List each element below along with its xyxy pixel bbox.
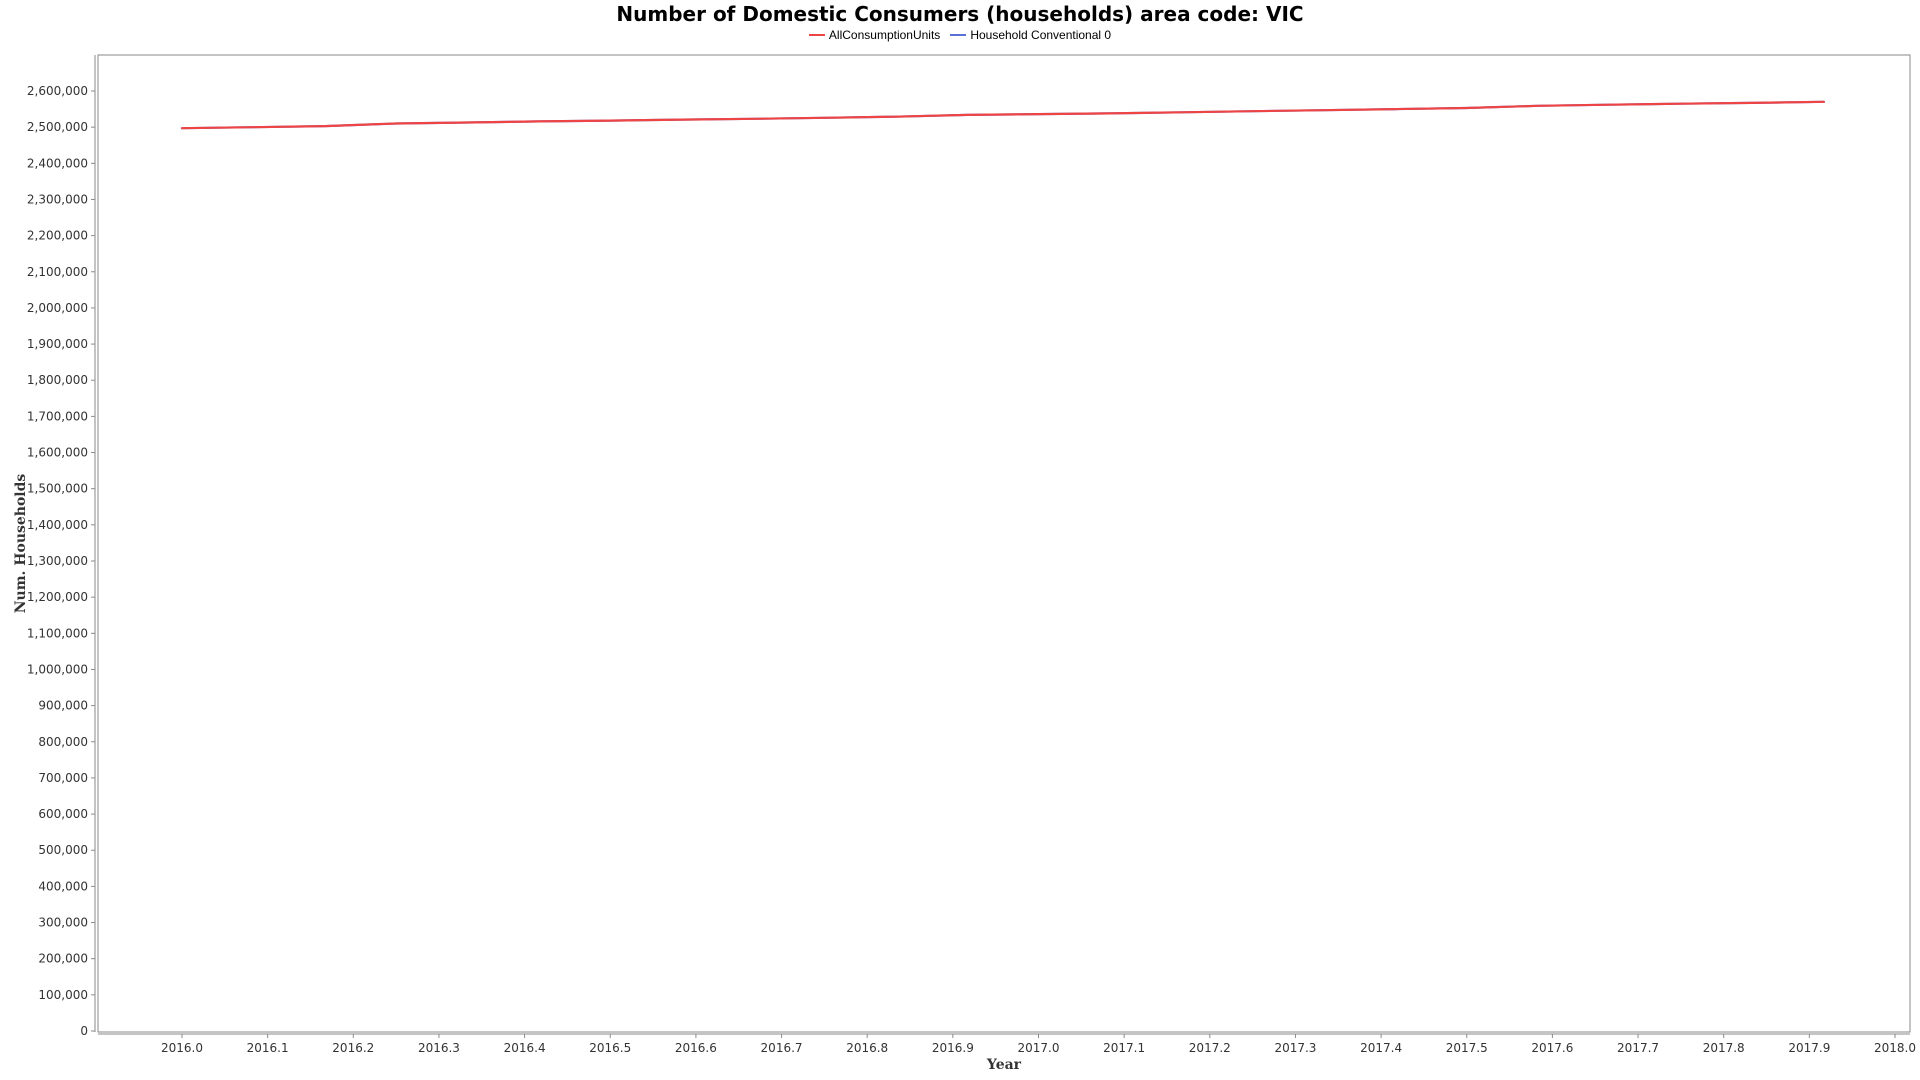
y-axis-title: Num. Households (13, 474, 29, 614)
legend-item-household-conventional-0[interactable]: Household Conventional 0 (950, 28, 1111, 42)
x-tick-label: 2016.8 (846, 1041, 888, 1055)
x-tick-label: 2017.7 (1617, 1041, 1659, 1055)
legend-swatch-household-conventional-0 (950, 34, 967, 36)
chart-title: Number of Domestic Consumers (households… (616, 2, 1304, 26)
y-tick-label: 2,100,000 (27, 265, 88, 279)
x-tick-label: 2018.0 (1874, 1041, 1916, 1055)
y-tick-label: 2,000,000 (27, 301, 88, 315)
y-tick-label: 2,300,000 (27, 192, 88, 206)
y-tick-label: 300,000 (38, 916, 88, 930)
y-tick-label: 100,000 (38, 988, 88, 1002)
legend-label-household-conventional-0: Household Conventional 0 (970, 28, 1112, 42)
y-tick-label: 600,000 (38, 807, 88, 821)
x-tick-label: 2016.4 (504, 1041, 546, 1055)
legend-item-all-consumption-units[interactable]: AllConsumptionUnits (808, 28, 941, 42)
y-tick-label: 2,200,000 (27, 229, 88, 243)
y-tick-label: 2,600,000 (27, 84, 88, 98)
y-tick-label: 900,000 (38, 699, 88, 713)
y-tick-label: 700,000 (38, 771, 88, 785)
legend: AllConsumptionUnits Household Convention… (0, 28, 1920, 42)
y-tick-label: 800,000 (38, 735, 88, 749)
y-tick-label: 1,700,000 (27, 409, 88, 423)
x-tick-label: 2016.6 (675, 1041, 717, 1055)
y-tick-label: 400,000 (38, 879, 88, 893)
x-tick-label: 2016.9 (932, 1041, 974, 1055)
y-tick-label: 2,500,000 (27, 120, 88, 134)
x-tick-label: 2017.8 (1703, 1041, 1745, 1055)
y-tick-label: 2,400,000 (27, 156, 88, 170)
x-tick-label: 2016.1 (247, 1041, 289, 1055)
y-tick-label: 1,600,000 (27, 446, 88, 460)
legend-label-all-consumption-units: AllConsumptionUnits (828, 28, 941, 42)
x-tick-label: 2017.3 (1274, 1041, 1316, 1055)
x-tick-label: 2017.4 (1360, 1041, 1402, 1055)
x-tick-label: 2017.5 (1446, 1041, 1488, 1055)
y-tick-label: 0 (80, 1024, 88, 1038)
x-tick-label: 2017.0 (1018, 1041, 1060, 1055)
x-tick-label: 2016.5 (589, 1041, 631, 1055)
x-tick-label: 2017.1 (1103, 1041, 1145, 1055)
legend-swatch-all-consumption-units (808, 34, 825, 36)
x-tick-label: 2016.2 (332, 1041, 374, 1055)
y-tick-label: 1,100,000 (27, 626, 88, 640)
x-tick-label: 2017.2 (1189, 1041, 1231, 1055)
y-tick-label: 1,400,000 (27, 518, 88, 532)
x-axis-title: Year (986, 1057, 1022, 1073)
x-tick-label: 2016.0 (161, 1041, 203, 1055)
plot-frame (97, 54, 1911, 1033)
x-tick-label: 2017.9 (1788, 1041, 1830, 1055)
y-tick-label: 200,000 (38, 952, 88, 966)
y-tick-label: 500,000 (38, 843, 88, 857)
y-tick-label: 1,900,000 (27, 337, 88, 351)
y-tick-label: 1,300,000 (27, 554, 88, 568)
x-tick-label: 2016.7 (761, 1041, 803, 1055)
x-tick-label: 2017.6 (1531, 1041, 1573, 1055)
x-tick-label: 2016.3 (418, 1041, 460, 1055)
y-tick-label: 1,000,000 (27, 662, 88, 676)
y-tick-label: 1,800,000 (27, 373, 88, 387)
y-tick-label: 1,500,000 (27, 482, 88, 496)
y-tick-label: 1,200,000 (27, 590, 88, 604)
series-line-allconsumptionunits (180, 100, 1826, 130)
